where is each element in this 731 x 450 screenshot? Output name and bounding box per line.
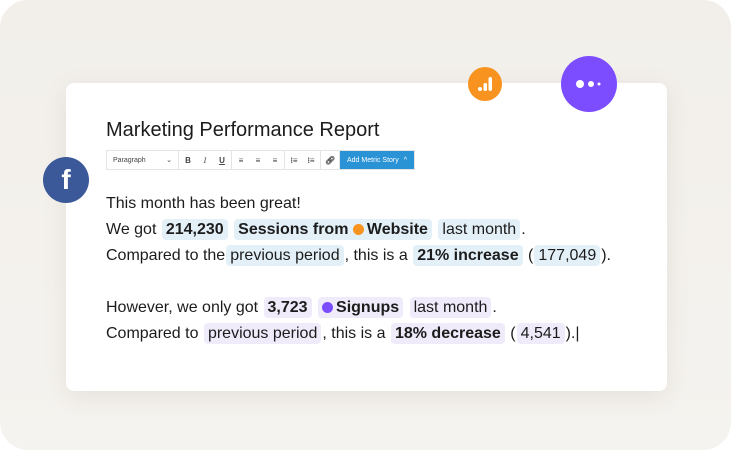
- add-metric-story-button[interactable]: Add Metric Story ^: [340, 151, 415, 169]
- chevron-down-icon: ⌄: [166, 157, 172, 164]
- link-group: 🔗︎: [321, 151, 340, 169]
- editor-toolbar: Paragraph ⌄ B I U ≡ ≡ ≡ ⁝≡ ⁝≡ 🔗︎ Add Metr…: [106, 150, 416, 170]
- editor-content[interactable]: This month has been great! We got 214,23…: [106, 191, 611, 347]
- underline-button[interactable]: U: [219, 155, 225, 165]
- line-3: Compared to the previous period, this is …: [106, 243, 611, 269]
- line-4: However, we only got 3,723 Signups last …: [106, 295, 611, 321]
- align-group: ≡ ≡ ≡: [232, 151, 285, 169]
- text: .: [492, 299, 497, 316]
- text-style-group: B I U: [179, 151, 232, 169]
- comparison-chip[interactable]: previous period: [226, 245, 344, 266]
- text: Compared to: [106, 325, 199, 342]
- period-chip[interactable]: last month: [438, 219, 521, 240]
- line-1: This month has been great!: [106, 195, 301, 212]
- source-label: Website: [366, 221, 428, 238]
- line-2: We got 214,230 Sessions from Website las…: [106, 217, 611, 243]
- metric-chip[interactable]: Signups: [318, 297, 404, 318]
- numbered-list-icon[interactable]: ⁝≡: [307, 155, 315, 165]
- editor-card: Marketing Performance Report Paragraph ⌄ …: [66, 83, 667, 391]
- change-chip[interactable]: 21% increase: [413, 245, 523, 266]
- text: We got: [106, 221, 157, 238]
- google-analytics-icon: [352, 224, 364, 235]
- text: .: [521, 221, 526, 238]
- format-select[interactable]: Paragraph ⌄: [107, 151, 179, 169]
- text: , this is a: [322, 325, 386, 342]
- change-chip[interactable]: 18% decrease: [390, 323, 505, 344]
- google-analytics-icon: [468, 67, 502, 101]
- facebook-icon: f: [43, 157, 89, 203]
- text: , this is a: [344, 247, 408, 264]
- more-dots-icon: [561, 56, 617, 112]
- text: ).|: [565, 325, 580, 342]
- align-center-icon[interactable]: ≡: [255, 155, 261, 165]
- add-metric-story-label: Add Metric Story: [347, 156, 399, 164]
- metric-chip[interactable]: Sessions from Website: [234, 219, 432, 240]
- text: (: [510, 325, 516, 342]
- previous-value-chip[interactable]: 4,541: [516, 323, 565, 344]
- segment-icon: [322, 302, 334, 313]
- comparison-chip[interactable]: previous period: [203, 323, 322, 344]
- metric-value-chip[interactable]: 214,230: [161, 219, 228, 240]
- text: (: [528, 247, 534, 264]
- bullet-list-icon[interactable]: ⁝≡: [290, 155, 298, 165]
- text: However, we only got: [106, 299, 259, 316]
- link-icon[interactable]: 🔗︎: [325, 155, 336, 165]
- metric-value-chip[interactable]: 3,723: [263, 297, 312, 318]
- align-right-icon[interactable]: ≡: [272, 155, 278, 165]
- line-5: Compared to previous period, this is a 1…: [106, 321, 611, 347]
- format-select-label: Paragraph: [113, 156, 146, 164]
- list-group: ⁝≡ ⁝≡: [285, 151, 321, 169]
- text: ).: [601, 247, 611, 264]
- chevron-up-icon: ^: [403, 156, 408, 164]
- bold-button[interactable]: B: [185, 155, 191, 165]
- italic-button[interactable]: I: [203, 155, 207, 165]
- page-title: Marketing Performance Report: [106, 119, 380, 141]
- text: Compared to the: [106, 247, 226, 264]
- align-left-icon[interactable]: ≡: [238, 155, 244, 165]
- metric-label: Signups: [336, 299, 400, 316]
- period-chip[interactable]: last month: [409, 297, 492, 318]
- previous-value-chip[interactable]: 177,049: [534, 245, 601, 266]
- metric-label: Sessions from: [238, 221, 349, 238]
